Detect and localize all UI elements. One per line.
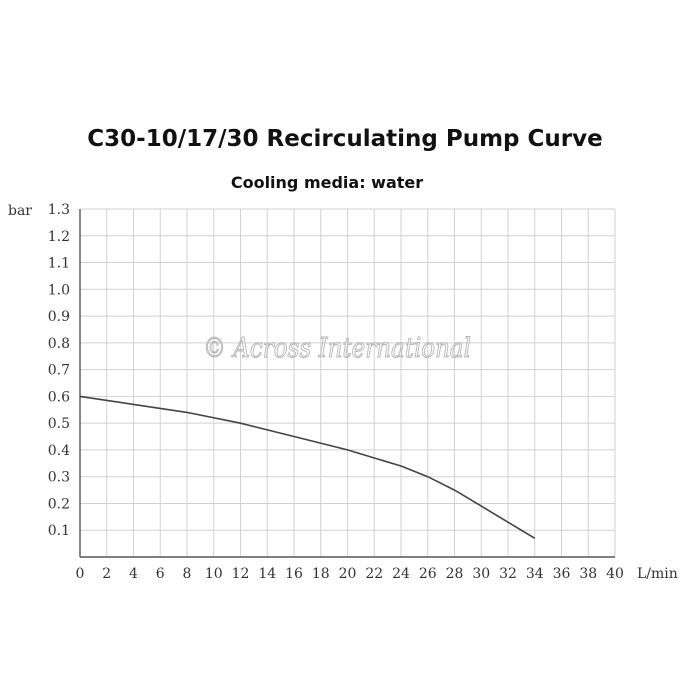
y-tick-label-1: 0.2 [48,496,70,512]
x-tick-label-13: 26 [419,566,437,582]
x-tick-labels: 0 2 4 6 8 10 12 14 16 18 20 22 24 26 28 30 32 34 36 38 40 [76,566,624,582]
x-axis-unit-label: L/min [637,566,678,582]
y-tick-labels: 0.1 0.2 0.3 0.4 0.5 0.6 0.7 0.8 0.9 1.0 1.1 1.2 1.3 [48,202,70,539]
x-tick-label-7: 14 [258,566,276,582]
y-tick-label-11: 1.2 [48,229,70,245]
y-tick-label-6: 0.7 [48,363,70,379]
chart-title: C30-10/17/30 Recirculating Pump Curve [87,126,602,152]
watermark-text: © Across International [203,333,471,364]
y-tick-label-2: 0.3 [48,470,70,486]
x-tick-label-14: 28 [446,566,464,582]
x-tick-label-16: 32 [499,566,517,582]
x-tick-label-19: 38 [579,566,597,582]
x-tick-label-8: 16 [285,566,303,582]
x-tick-label-4: 8 [183,566,192,582]
x-tick-label-2: 4 [129,566,138,582]
y-tick-label-5: 0.6 [48,389,70,405]
y-tick-label-9: 1.0 [48,282,70,298]
x-tick-label-20: 40 [606,566,624,582]
y-tick-label-8: 0.9 [48,309,70,325]
y-tick-label-4: 0.5 [48,416,70,432]
x-tick-label-3: 6 [156,566,165,582]
x-tick-label-12: 24 [392,566,410,582]
x-tick-label-18: 36 [553,566,571,582]
x-tick-label-6: 12 [232,566,250,582]
x-tick-label-5: 10 [205,566,223,582]
chart-subtitle: Cooling media: water [231,173,423,192]
x-tick-label-9: 18 [312,566,330,582]
y-axis-unit-label: bar [8,203,32,219]
grid-lines [79,208,616,557]
x-tick-label-17: 34 [526,566,544,582]
pump-curve-line-0 [79,395,536,539]
y-tick-label-0: 0.1 [48,523,70,539]
x-tick-label-1: 2 [102,566,111,582]
x-tick-label-10: 20 [339,566,357,582]
x-tick-label-15: 30 [472,566,490,582]
y-tick-label-3: 0.4 [48,443,70,459]
axes [79,209,615,558]
x-tick-label-11: 22 [365,566,383,582]
y-tick-label-10: 1.1 [48,256,70,272]
pump-curve-series [79,395,536,539]
y-tick-label-12: 1.3 [48,202,70,218]
x-tick-label-0: 0 [76,566,85,582]
y-tick-label-7: 0.8 [48,336,70,352]
